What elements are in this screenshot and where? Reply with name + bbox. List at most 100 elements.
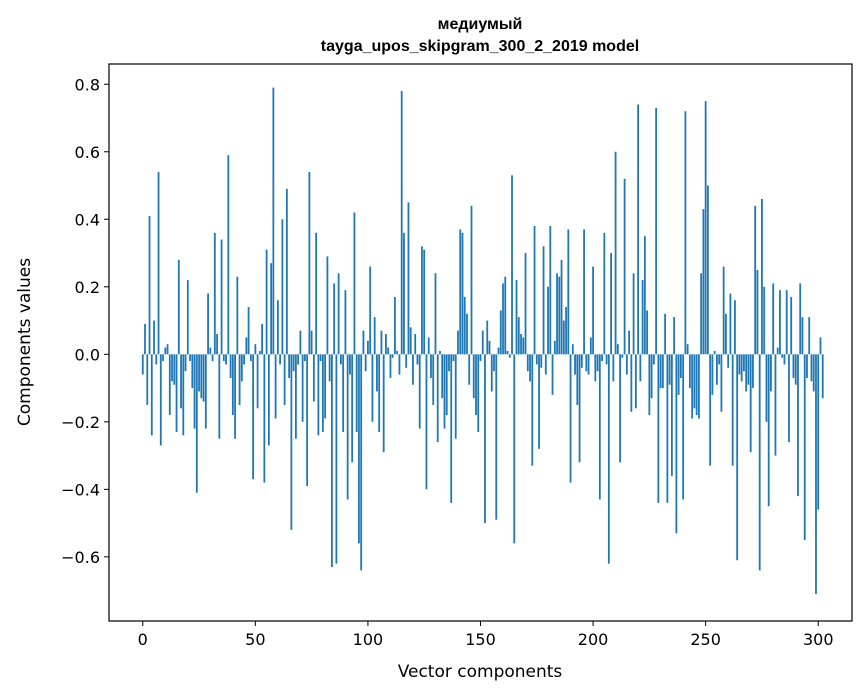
x-tick-label: 250 [690, 630, 721, 649]
bar-225 [648, 354, 651, 416]
bar-75 [310, 330, 313, 355]
bar-18 [182, 354, 185, 436]
bar-221 [639, 354, 642, 382]
bar-64 [285, 188, 288, 355]
bar-207 [607, 354, 610, 564]
bar-181 [549, 226, 552, 355]
bar-289 [792, 354, 795, 378]
x-tick-label: 300 [803, 630, 834, 649]
bar-255 [716, 354, 718, 385]
x-tick-label: 100 [353, 630, 384, 649]
bar-167 [517, 317, 520, 355]
bar-15 [175, 354, 178, 432]
bar-46 [245, 337, 248, 355]
bar-228 [655, 107, 658, 355]
x-tick-label: 200 [578, 630, 609, 649]
bar-248 [700, 273, 703, 355]
bar-277 [765, 354, 768, 422]
bar-27 [202, 354, 205, 402]
bar-131 [436, 354, 439, 443]
bar-229 [657, 354, 660, 503]
bar-258 [722, 266, 725, 355]
chart-subtitle: tayga_upos_skipgram_300_2_2019 model [321, 38, 639, 55]
bar-180 [547, 286, 549, 355]
bar-175 [535, 354, 538, 365]
bar-153 [486, 320, 489, 355]
bar-6 [155, 354, 158, 365]
bar-259 [725, 313, 727, 355]
bar-77 [315, 232, 318, 355]
bar-196 [583, 229, 585, 355]
bar-286 [785, 290, 788, 355]
bar-81 [324, 354, 327, 419]
bar-117 [405, 354, 408, 368]
bar-297 [810, 354, 813, 382]
bar-13 [171, 354, 173, 382]
bar-236 [673, 317, 676, 355]
bar-193 [576, 354, 579, 405]
bar-25 [198, 354, 200, 392]
bar-160 [502, 283, 504, 355]
bar-239 [679, 354, 682, 378]
y-tick-label: −0.4 [61, 480, 100, 499]
bar-86 [335, 354, 338, 564]
bar-174 [533, 226, 536, 355]
bar-269 [747, 354, 750, 385]
bar-251 [707, 185, 709, 355]
bar-63 [283, 354, 286, 405]
bar-299 [815, 354, 817, 594]
bar-189 [567, 229, 570, 355]
bar-92 [349, 354, 351, 375]
bar-29 [207, 293, 209, 355]
bar-154 [488, 340, 491, 355]
bar-233 [666, 354, 669, 503]
bar-54 [263, 354, 266, 483]
bar-275 [761, 199, 763, 355]
bar-300 [817, 354, 820, 510]
bar-11 [166, 344, 169, 355]
bar-198 [587, 354, 590, 375]
bar-132 [439, 350, 441, 355]
bar-272 [754, 205, 757, 355]
bar-211 [616, 344, 619, 355]
bar-72 [303, 354, 306, 362]
bar-241 [684, 111, 687, 355]
bar-101 [369, 266, 372, 355]
bar-10 [164, 347, 167, 355]
bar-261 [729, 293, 732, 355]
bar-78 [317, 354, 320, 436]
bar-70 [299, 330, 302, 355]
bar-66 [290, 354, 293, 530]
bar-41 [234, 354, 236, 439]
bar-23 [193, 354, 196, 429]
bar-165 [513, 354, 516, 544]
bar-220 [637, 104, 640, 355]
bar-184 [556, 273, 558, 355]
bar-133 [441, 354, 444, 399]
bar-56 [267, 354, 270, 446]
bar-263 [734, 300, 736, 355]
bar-147 [472, 354, 475, 399]
bar-298 [812, 354, 815, 392]
bar-170 [524, 253, 527, 355]
bar-146 [470, 205, 473, 355]
bar-34 [218, 354, 221, 439]
bar-129 [432, 354, 435, 405]
bar-265 [738, 354, 741, 375]
bar-39 [229, 354, 232, 378]
bar-267 [743, 354, 745, 372]
bar-218 [632, 273, 635, 355]
y-axis: −0.6 −0.4 −0.2 0.0 0.2 0.4 0.6 0.8 [61, 75, 109, 567]
bar-113 [396, 350, 399, 355]
bar-12 [168, 354, 171, 416]
bar-168 [520, 334, 522, 355]
bar-235 [670, 354, 673, 476]
bar-143 [463, 296, 466, 355]
bar-14 [173, 354, 176, 385]
bar-90 [344, 290, 347, 355]
bar-40 [231, 354, 234, 416]
bar-214 [623, 178, 626, 355]
bar-227 [652, 354, 655, 365]
bar-136 [448, 354, 450, 372]
